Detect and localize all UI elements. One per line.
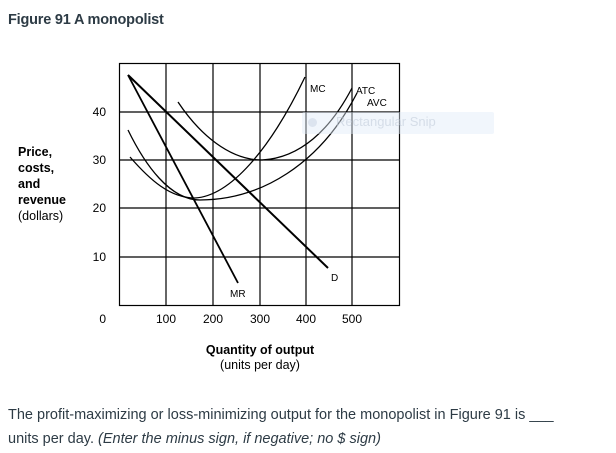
avc-label: AVC <box>367 98 387 109</box>
x-tick-500: 500 <box>341 312 363 326</box>
atc-label: ATC <box>356 86 375 97</box>
y-tick-40: 40 <box>92 105 106 119</box>
y-axis-label: Price, costs, and revenue (dollars) <box>18 144 66 224</box>
average-total-cost-curve <box>177 87 353 161</box>
demand-curve <box>127 74 329 269</box>
marginal-cost-curve <box>129 76 306 199</box>
x-tick-100: 100 <box>155 312 177 326</box>
mc-label: MC <box>310 84 326 95</box>
snip-overlay-text: Rectangular Snip <box>336 114 436 129</box>
y-tick-10: 10 <box>92 250 106 264</box>
y-tick-0: 0 <box>99 312 106 326</box>
snip-dot-icon <box>308 118 317 127</box>
x-axis-label: Quantity of output (units per day) <box>160 343 360 373</box>
figure-title: Figure 91 A monopolist <box>8 12 164 28</box>
chart-plot: MC ATC AVC D MR <box>118 62 401 307</box>
d-label: D <box>331 273 338 284</box>
question-text: The profit-maximizing or loss-minimizing… <box>8 403 608 451</box>
grid <box>118 62 401 307</box>
y-tick-30: 30 <box>92 153 106 167</box>
x-tick-300: 300 <box>249 312 271 326</box>
y-axis-label-line: revenue <box>18 193 66 207</box>
average-variable-cost-curve <box>127 92 358 201</box>
y-axis-unit: (dollars) <box>18 209 64 223</box>
question-body: The profit-maximizing or loss-minimizing… <box>8 407 526 423</box>
x-tick-200: 200 <box>202 312 224 326</box>
question-units: units per day. <box>8 431 94 447</box>
x-tick-400: 400 <box>295 312 317 326</box>
marginal-revenue-curve <box>127 74 239 284</box>
rectangular-snip-overlay: Rectangular Snip <box>302 112 494 134</box>
question-hint: (Enter the minus sign, if negative; no $… <box>98 431 381 447</box>
x-axis-unit: (units per day) <box>220 358 300 372</box>
mr-label: MR <box>230 289 246 300</box>
x-axis-label-text: Quantity of output <box>205 343 315 357</box>
y-tick-20: 20 <box>92 201 106 215</box>
y-axis-label-line: costs, <box>18 161 55 175</box>
y-axis-label-line: Price, <box>18 145 53 159</box>
y-axis-label-line: and <box>18 177 41 191</box>
answer-blank[interactable]: ___ <box>529 407 554 423</box>
